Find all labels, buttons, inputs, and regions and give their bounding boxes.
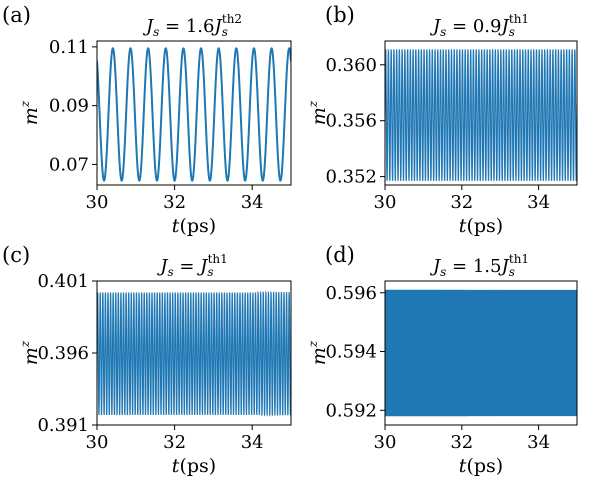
- x-tick-label: 34: [241, 432, 264, 453]
- y-tick-label: 0.391: [37, 415, 89, 436]
- x-tick-label: 32: [163, 192, 186, 213]
- plot-frame: [96, 40, 292, 186]
- panel-title: Js = 1.5Jsth1: [429, 252, 529, 279]
- y-axis-label: mz: [306, 340, 330, 365]
- x-axis-label: t(ps): [459, 455, 503, 477]
- x-axis-label: t(ps): [459, 215, 503, 237]
- y-axis-label: mz: [306, 100, 330, 125]
- y-tick-label: 0.07: [49, 154, 89, 175]
- panel-label: (b): [325, 3, 355, 27]
- y-axis-label: mz: [18, 100, 42, 125]
- x-tick-label: 30: [86, 432, 109, 453]
- series-line: [97, 290, 291, 417]
- x-axis-label: t(ps): [172, 455, 216, 477]
- x-tick-label: 34: [527, 432, 550, 453]
- panel-d: 30 32 34 0.592 0.594 0.596 t(ps) mz Js = 1.5Jsth…: [306, 243, 578, 477]
- panel-title: Js = Jsth1: [156, 252, 228, 279]
- y-tick-label: 0.11: [49, 37, 89, 58]
- y-tick-label: 0.401: [37, 271, 89, 292]
- y-tick-label: 0.594: [325, 342, 377, 363]
- panel-title: Js = 0.9Jsth1: [429, 12, 529, 39]
- panel-label: (a): [2, 3, 31, 27]
- y-tick-label: 0.352: [325, 167, 377, 188]
- x-tick-label: 32: [163, 432, 186, 453]
- panel-title: Js = 1.6Jsth2: [142, 12, 242, 39]
- panel-label: (d): [325, 243, 355, 267]
- panel-a: 30 32 34 0.07 0.09 0.11 t(ps) mz Js = 1.6Jsth2 (a…: [2, 3, 292, 237]
- y-axis-label: mz: [18, 340, 42, 365]
- y-tick-label: 0.09: [49, 96, 89, 117]
- x-tick-label: 34: [241, 192, 264, 213]
- x-tick-label: 32: [450, 432, 473, 453]
- x-tick-label: 32: [450, 192, 473, 213]
- y-tick-label: 0.360: [325, 55, 377, 76]
- y-tick-label: 0.356: [325, 111, 377, 132]
- plot-frame: [384, 280, 578, 426]
- y-tick-label: 0.596: [325, 283, 377, 304]
- y-tick-label: 0.396: [37, 343, 89, 364]
- series-line: [385, 49, 577, 181]
- y-tick-label: 0.592: [325, 400, 377, 421]
- plot-frame: [384, 40, 578, 186]
- x-tick-label: 30: [86, 192, 109, 213]
- panel-label: (c): [2, 243, 30, 267]
- x-axis-label: t(ps): [172, 215, 216, 237]
- panel-b: 30 32 34 0.352 0.356 0.360 t(ps) mz Js = 0.9Jsth…: [306, 3, 578, 237]
- x-tick-label: 30: [374, 432, 397, 453]
- x-tick-label: 34: [527, 192, 550, 213]
- series-line: [97, 47, 291, 182]
- series-line: [385, 289, 577, 417]
- panel-c: 30 32 34 0.391 0.396 0.401 t(ps) mz Js = Jsth1 (c…: [2, 243, 292, 477]
- x-tick-label: 30: [374, 192, 397, 213]
